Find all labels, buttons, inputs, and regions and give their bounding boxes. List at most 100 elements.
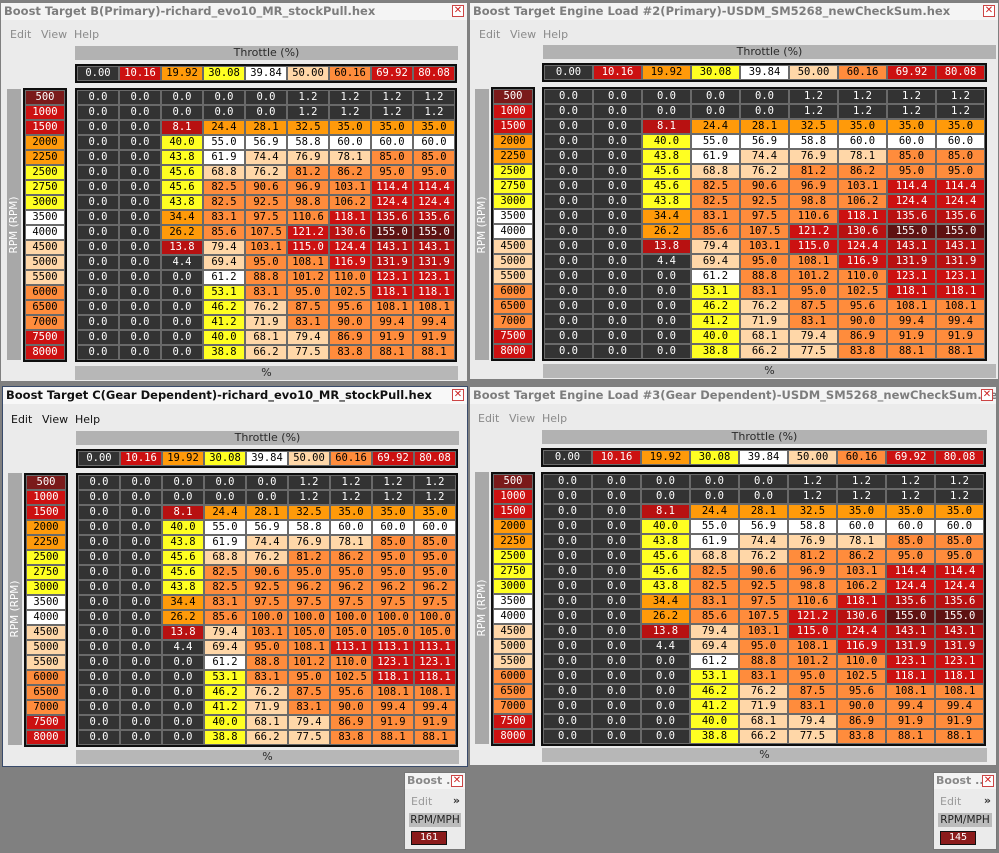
table-cell[interactable]: 108.1 — [935, 684, 984, 699]
table-cell[interactable]: 43.8 — [162, 580, 204, 595]
table-cell[interactable]: 114.4 — [935, 564, 984, 579]
table-cell[interactable]: 0.0 — [641, 714, 690, 729]
table-cell[interactable]: 53.1 — [203, 285, 245, 300]
table-cell[interactable]: 13.8 — [161, 240, 203, 255]
table-cell[interactable]: 0.0 — [642, 344, 691, 359]
table-cell[interactable]: 0.0 — [543, 684, 592, 699]
table-cell[interactable]: 99.4 — [886, 699, 935, 714]
table-cell[interactable]: 83.1 — [203, 210, 245, 225]
table-cell[interactable]: 83.8 — [838, 344, 887, 359]
menu-edit[interactable]: Edit — [940, 795, 962, 808]
table-cell[interactable]: 143.1 — [413, 240, 455, 255]
table-cell[interactable]: 0.0 — [119, 315, 161, 330]
table-cell[interactable]: 0.0 — [642, 89, 691, 104]
table-cell[interactable]: 60.0 — [886, 519, 935, 534]
table-cell[interactable]: 0.0 — [78, 490, 120, 505]
table-cell[interactable]: 32.5 — [789, 119, 838, 134]
table-cell[interactable]: 0.0 — [592, 534, 641, 549]
table-cell[interactable]: 121.2 — [788, 609, 837, 624]
table-cell[interactable]: 135.6 — [936, 209, 985, 224]
table-cell[interactable]: 0.0 — [78, 670, 120, 685]
table-cell[interactable]: 0.0 — [162, 490, 204, 505]
table-cell[interactable]: 0.0 — [119, 180, 161, 195]
table-cell[interactable]: 0.0 — [642, 269, 691, 284]
table-cell[interactable]: 43.8 — [641, 534, 690, 549]
table-cell[interactable]: 1.2 — [329, 105, 371, 120]
table-cell[interactable]: 1.2 — [887, 89, 936, 104]
table-cell[interactable]: 79.4 — [203, 240, 245, 255]
table-cell[interactable]: 113.1 — [372, 640, 414, 655]
table-cell[interactable]: 0.0 — [77, 150, 119, 165]
menu-view[interactable]: View — [509, 412, 536, 425]
chevron-right-icon[interactable]: » — [983, 794, 991, 807]
close-icon[interactable]: ✕ — [452, 5, 464, 17]
table-cell[interactable]: 0.0 — [78, 520, 120, 535]
table-cell[interactable]: 110.0 — [329, 270, 371, 285]
table-cell[interactable]: 87.5 — [789, 299, 838, 314]
table-cell[interactable]: 135.6 — [887, 209, 936, 224]
table-cell[interactable]: 71.9 — [246, 700, 288, 715]
table-cell[interactable]: 0.0 — [690, 474, 739, 489]
table-cell[interactable]: 95.0 — [739, 639, 788, 654]
table-cell[interactable]: 131.9 — [887, 254, 936, 269]
table-cell[interactable]: 100.0 — [414, 610, 456, 625]
table-cell[interactable]: 56.9 — [740, 134, 789, 149]
table-cell[interactable]: 103.1 — [838, 179, 887, 194]
table-window-engine-load-3[interactable]: Boost Target Engine Load #3(Gear Depende… — [469, 386, 997, 766]
table-cell[interactable]: 95.0 — [246, 640, 288, 655]
table-cell[interactable]: 143.1 — [935, 624, 984, 639]
table-cell[interactable]: 124.4 — [329, 240, 371, 255]
table-cell[interactable]: 43.8 — [641, 579, 690, 594]
table-cell[interactable]: 60.0 — [414, 520, 456, 535]
table-cell[interactable]: 96.2 — [288, 580, 330, 595]
table-cell[interactable]: 0.0 — [78, 700, 120, 715]
menu-help[interactable]: Help — [543, 28, 569, 41]
table-cell[interactable]: 0.0 — [593, 134, 642, 149]
table-cell[interactable]: 101.2 — [789, 269, 838, 284]
table-cell[interactable]: 68.8 — [203, 165, 245, 180]
table-cell[interactable]: 34.4 — [161, 210, 203, 225]
table-cell[interactable]: 0.0 — [119, 345, 161, 360]
table-cell[interactable]: 123.1 — [371, 270, 413, 285]
table-cell[interactable]: 97.5 — [739, 594, 788, 609]
table-cell[interactable]: 95.0 — [740, 254, 789, 269]
table-cell[interactable]: 118.1 — [414, 670, 456, 685]
table-cell[interactable]: 1.2 — [413, 90, 455, 105]
table-cell[interactable]: 0.0 — [642, 104, 691, 119]
table-cell[interactable]: 123.1 — [935, 654, 984, 669]
table-cell[interactable]: 0.0 — [739, 474, 788, 489]
table-cell[interactable]: 91.9 — [372, 715, 414, 730]
table-cell[interactable]: 40.0 — [690, 714, 739, 729]
table-cell[interactable]: 79.4 — [690, 624, 739, 639]
table-cell[interactable]: 0.0 — [120, 610, 162, 625]
table-cell[interactable]: 86.9 — [838, 329, 887, 344]
table-cell[interactable]: 123.1 — [413, 270, 455, 285]
table-cell[interactable]: 55.0 — [691, 134, 740, 149]
table-cell[interactable]: 69.4 — [690, 639, 739, 654]
table-cell[interactable]: 77.5 — [287, 345, 329, 360]
table-cell[interactable]: 0.0 — [593, 329, 642, 344]
table-cell[interactable]: 135.6 — [371, 210, 413, 225]
table-cell[interactable]: 85.0 — [371, 150, 413, 165]
table-cell[interactable]: 76.2 — [739, 684, 788, 699]
table-cell[interactable]: 105.0 — [330, 625, 372, 640]
table-cell[interactable]: 95.0 — [372, 565, 414, 580]
table-cell[interactable]: 155.0 — [371, 225, 413, 240]
table-cell[interactable]: 1.2 — [886, 474, 935, 489]
table-cell[interactable]: 85.6 — [203, 225, 245, 240]
table-cell[interactable]: 60.0 — [936, 134, 985, 149]
table-cell[interactable]: 24.4 — [203, 120, 245, 135]
table-cell[interactable]: 0.0 — [77, 105, 119, 120]
table-cell[interactable]: 0.0 — [78, 730, 120, 745]
table-cell[interactable]: 78.1 — [330, 535, 372, 550]
table-cell[interactable]: 77.5 — [288, 730, 330, 745]
table-cell[interactable]: 71.9 — [740, 314, 789, 329]
table-cell[interactable]: 135.6 — [413, 210, 455, 225]
table-cell[interactable]: 97.5 — [288, 595, 330, 610]
menu-view[interactable]: View — [510, 28, 537, 41]
table-cell[interactable]: 108.1 — [371, 300, 413, 315]
table-cell[interactable]: 0.0 — [119, 90, 161, 105]
table-cell[interactable]: 95.0 — [788, 669, 837, 684]
table-cell[interactable]: 78.1 — [837, 534, 886, 549]
table-cell[interactable]: 97.5 — [740, 209, 789, 224]
